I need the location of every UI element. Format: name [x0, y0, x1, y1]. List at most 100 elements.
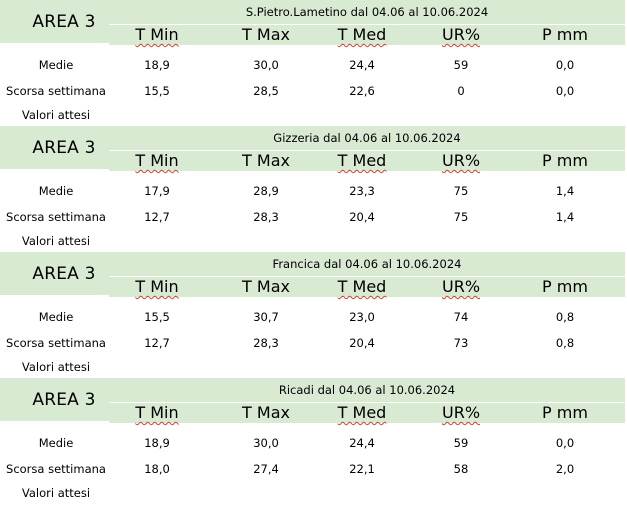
row-label-scorsa: Scorsa settimana: [6, 336, 106, 350]
column-header-text: UR%: [441, 277, 481, 296]
value-cell: 74: [453, 310, 469, 324]
column-header: P mm: [542, 277, 588, 297]
value-cell: 12,7: [144, 210, 170, 224]
column-header: T Med: [338, 151, 387, 171]
row-label-scorsa: Scorsa settimana: [6, 462, 106, 476]
value-cell: 28,3: [253, 210, 279, 224]
value-cell: 22,6: [349, 84, 375, 98]
row-label-medie: Medie: [38, 58, 74, 72]
station-title: Gizzeria dal 04.06 al 10.06.2024: [109, 126, 625, 151]
column-header-text: T Max: [242, 403, 290, 422]
column-header-text: UR%: [441, 151, 481, 170]
row-label-attesi: Valori attesi: [21, 360, 91, 374]
value-cell: 22,1: [349, 462, 375, 476]
column-header: T Min: [135, 403, 178, 423]
station-title: Ricadi dal 04.06 al 10.06.2024: [109, 378, 625, 403]
column-header: T Med: [338, 25, 387, 45]
row-label-attesi: Valori attesi: [21, 234, 91, 248]
column-header-text: T Min: [135, 277, 179, 296]
column-header-text: P mm: [542, 25, 588, 44]
area-label: AREA 3: [0, 0, 128, 43]
column-header: T Med: [338, 403, 387, 423]
column-header-text: T Min: [135, 151, 179, 170]
value-cell: 0,0: [555, 84, 575, 98]
column-header: T Max: [242, 277, 290, 297]
value-cell: 28,9: [253, 184, 279, 198]
value-cell: 27,4: [253, 462, 279, 476]
value-cell: 30,0: [253, 58, 279, 72]
column-header: T Min: [135, 151, 178, 171]
value-cell: 23,3: [349, 184, 375, 198]
row-label-medie: Medie: [38, 436, 74, 450]
station-title: S.Pietro.Lametino dal 04.06 al 10.06.202…: [109, 0, 625, 25]
column-header: T Max: [242, 25, 290, 45]
value-cell: 23,0: [349, 310, 375, 324]
value-cell: 0: [457, 84, 465, 98]
column-header: P mm: [542, 25, 588, 45]
station-title: Francica dal 04.06 al 10.06.2024: [109, 252, 625, 277]
column-header-text: T Max: [242, 277, 290, 296]
value-cell: 1,4: [555, 184, 575, 198]
value-cell: 73: [453, 336, 469, 350]
station-block: AREA 3 Ricadi dal 04.06 al 10.06.2024 T Mi…: [0, 378, 627, 504]
column-header-text: T Med: [337, 151, 387, 170]
column-header: T Max: [242, 403, 290, 423]
column-header-text: UR%: [441, 403, 481, 422]
row-label-scorsa: Scorsa settimana: [6, 84, 106, 98]
row-label-attesi: Valori attesi: [21, 108, 91, 122]
value-cell: 28,5: [253, 84, 279, 98]
column-header: P mm: [542, 151, 588, 171]
column-header-text: UR%: [441, 25, 481, 44]
value-cell: 24,4: [349, 436, 375, 450]
value-cell: 0,8: [555, 310, 575, 324]
column-header-text: T Med: [337, 403, 387, 422]
column-header: UR%: [442, 25, 480, 45]
area-label: AREA 3: [0, 378, 128, 421]
value-cell: 1,4: [555, 210, 575, 224]
column-header-text: P mm: [542, 151, 588, 170]
value-cell: 12,7: [144, 336, 170, 350]
value-cell: 20,4: [349, 210, 375, 224]
value-cell: 28,3: [253, 336, 279, 350]
column-header-row: T Min T Max T Med UR% P mm: [109, 151, 625, 171]
value-cell: 24,4: [349, 58, 375, 72]
column-header-text: T Max: [242, 151, 290, 170]
value-cell: 59: [453, 58, 469, 72]
value-cell: 30,0: [253, 436, 279, 450]
column-header-text: T Min: [135, 25, 179, 44]
column-header-text: T Med: [337, 277, 387, 296]
column-header: UR%: [442, 151, 480, 171]
value-cell: 20,4: [349, 336, 375, 350]
column-header: T Min: [135, 25, 178, 45]
station-block: AREA 3 S.Pietro.Lametino dal 04.06 al 10.…: [0, 0, 627, 126]
value-cell: 17,9: [144, 184, 170, 198]
column-header: UR%: [442, 403, 480, 423]
station-block: AREA 3 Gizzeria dal 04.06 al 10.06.2024 T …: [0, 126, 627, 252]
column-header-text: P mm: [542, 277, 588, 296]
row-label-medie: Medie: [38, 184, 74, 198]
value-cell: 15,5: [144, 310, 170, 324]
value-cell: 75: [453, 210, 469, 224]
value-cell: 0,8: [555, 336, 575, 350]
value-cell: 15,5: [144, 84, 170, 98]
value-cell: 18,9: [144, 436, 170, 450]
column-header: P mm: [542, 403, 588, 423]
value-cell: 2,0: [555, 462, 575, 476]
area-label: AREA 3: [0, 252, 128, 295]
column-header: T Min: [135, 277, 178, 297]
area-label: AREA 3: [0, 126, 128, 169]
row-label-attesi: Valori attesi: [21, 486, 91, 500]
column-header-text: T Min: [135, 403, 179, 422]
value-cell: 18,9: [144, 58, 170, 72]
column-header-row: T Min T Max T Med UR% P mm: [109, 25, 625, 45]
column-header-row: T Min T Max T Med UR% P mm: [109, 277, 625, 297]
station-block: AREA 3 Francica dal 04.06 al 10.06.2024 T …: [0, 252, 627, 378]
column-header-text: T Med: [337, 25, 387, 44]
row-label-scorsa: Scorsa settimana: [6, 210, 106, 224]
column-header-row: T Min T Max T Med UR% P mm: [109, 403, 625, 423]
column-header: UR%: [442, 277, 480, 297]
column-header: T Max: [242, 151, 290, 171]
column-header: T Med: [338, 277, 387, 297]
column-header-text: T Max: [242, 25, 290, 44]
row-label-medie: Medie: [38, 310, 74, 324]
